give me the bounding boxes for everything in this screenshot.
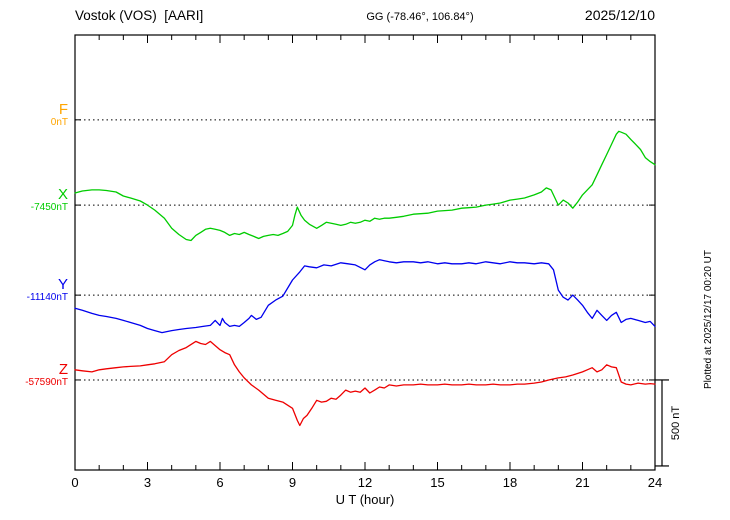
component-baseline-value-F: 0nT bbox=[50, 116, 68, 128]
plot-date: 2025/12/10 bbox=[584, 7, 655, 23]
component-label-Y: Y -11140nT bbox=[4, 277, 68, 304]
component-label-F: F 0nT bbox=[4, 102, 68, 129]
x-tick-label: 12 bbox=[358, 475, 372, 490]
station-title: Vostok (VOS) [AARI] bbox=[75, 8, 204, 23]
component-baseline-value-Z: -57590nT bbox=[25, 376, 68, 388]
x-tick-label: 3 bbox=[144, 475, 151, 490]
x-tick-label: 9 bbox=[289, 475, 296, 490]
scale-bar-label: 500 nT bbox=[670, 405, 682, 441]
component-label-X: X -7450nT bbox=[4, 187, 68, 214]
component-baseline-value-Y: -11140nT bbox=[26, 292, 68, 304]
component-letter-X: X bbox=[57, 186, 68, 204]
x-tick-label: 18 bbox=[503, 475, 517, 490]
component-label-Z: Z -57590nT bbox=[4, 362, 68, 389]
trace-X bbox=[74, 130, 656, 242]
plot-frame bbox=[74, 34, 656, 471]
trace-Y bbox=[74, 259, 656, 334]
component-baseline-value-X: -7450nT bbox=[30, 202, 68, 214]
x-tick-label: 15 bbox=[430, 475, 444, 490]
plotted-timestamp: Plotted at 2025/12/17 00:20 UT bbox=[703, 250, 714, 389]
geographic-coordinates: GG (-78.46°, 106.84°) bbox=[366, 11, 474, 23]
component-letter-Y: Y bbox=[57, 276, 68, 294]
x-tick-label: 0 bbox=[71, 475, 78, 490]
x-tick-label: 21 bbox=[575, 475, 589, 490]
x-axis-label: U T (hour) bbox=[335, 492, 395, 507]
x-tick-label: 24 bbox=[648, 475, 662, 490]
component-letter-Z: Z bbox=[58, 360, 68, 378]
component-letter-F: F bbox=[58, 100, 68, 118]
x-tick-label: 6 bbox=[216, 475, 223, 490]
trace-Z bbox=[74, 340, 656, 427]
